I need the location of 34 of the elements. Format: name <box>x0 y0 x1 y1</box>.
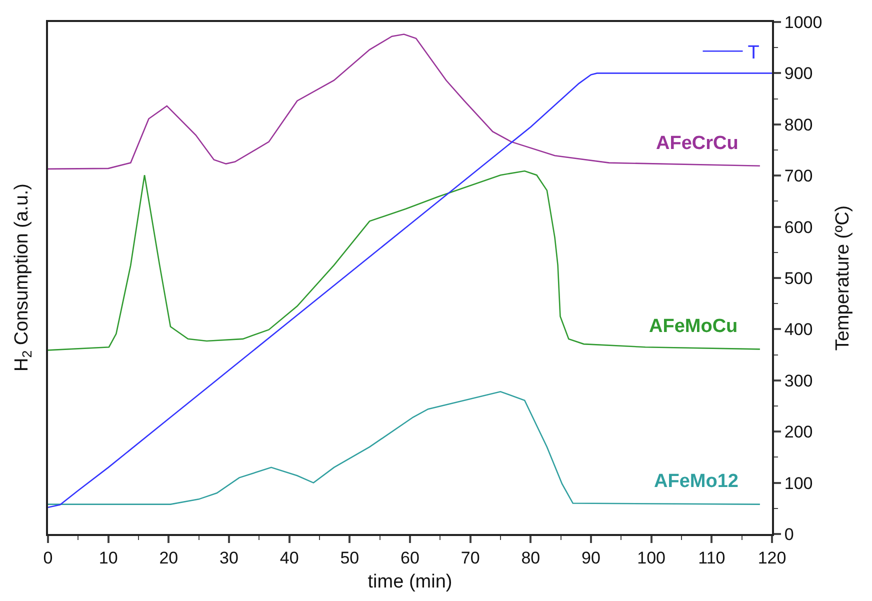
x-tick-label: 100 <box>637 548 666 568</box>
x-tick-label: 30 <box>220 548 238 568</box>
y2-tick-label: 800 <box>784 115 813 134</box>
y2-tick-label: 900 <box>784 64 813 84</box>
x-tick-label: 50 <box>340 548 360 568</box>
y2-tick-label: 600 <box>784 218 813 237</box>
x-tick-label: 120 <box>758 548 786 568</box>
y2-tick-label: 700 <box>784 166 813 186</box>
y2-tick-label: 500 <box>784 268 813 288</box>
series-label: AFeMoCu <box>649 316 738 337</box>
line-series <box>48 170 761 351</box>
x-tick-label: 70 <box>460 548 480 568</box>
x-tick-label: 90 <box>582 548 600 568</box>
y2-tick-label: 1000 <box>784 12 822 32</box>
series-label: AFeMo12 <box>654 471 738 492</box>
x-tick-label: 0 <box>43 548 53 568</box>
x-tick-label: 40 <box>280 548 299 568</box>
y2-tick-label: 300 <box>784 371 813 390</box>
x-axis-title: time (min) <box>368 572 452 593</box>
series-label: AFeCrCu <box>656 133 738 154</box>
line-series <box>48 34 761 170</box>
x-tick-label: 80 <box>521 548 540 568</box>
x-tick-label: 110 <box>698 548 726 568</box>
x-tick-label: 20 <box>159 548 178 568</box>
x-tick-label: 60 <box>400 548 420 568</box>
y2-axis-title: Temperature (ºC) <box>832 205 854 351</box>
line-series <box>48 391 761 505</box>
y2-tick-label: 400 <box>784 320 813 340</box>
legend-label: T <box>748 42 760 64</box>
y2-tick-label: 200 <box>784 422 813 442</box>
y2-tick-label: 0 <box>784 524 794 544</box>
y2-tick-label: 100 <box>784 474 813 493</box>
x-tick-label: 10 <box>98 548 118 568</box>
line-series <box>48 72 772 508</box>
